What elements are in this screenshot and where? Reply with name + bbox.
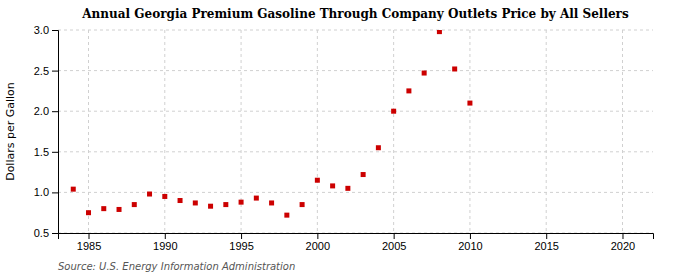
x-tick-label: 1995 [229, 240, 253, 252]
source-note: Source: U.S. Energy Information Administ… [58, 261, 295, 272]
y-axis-line [52, 31, 59, 234]
y-tick: 1.0 [34, 186, 58, 198]
x-tick: 1995 [229, 233, 253, 252]
title: Annual Georgia Premium Gasoline Through … [81, 7, 629, 21]
x-tick-label: 2020 [611, 240, 635, 252]
point [406, 88, 411, 93]
y-tick-mark [52, 152, 58, 153]
x-tick-mark [165, 233, 166, 239]
point [391, 109, 396, 114]
x-tick-mark [394, 233, 395, 239]
point [132, 202, 137, 207]
x-tick-label: 2015 [534, 240, 558, 252]
x-tick-mark [317, 233, 318, 239]
y-tick-label: 1.5 [34, 146, 49, 158]
x-tick-label: 2005 [382, 240, 406, 252]
point [300, 202, 305, 207]
y-tick-mark [52, 71, 58, 72]
y-axis-label: Dollars per Gallon [4, 82, 17, 181]
point [452, 66, 457, 71]
grid [58, 30, 653, 233]
point [239, 200, 244, 205]
plot: 1985 1990 1995 2000 2005 2010 2015 2020 0.5 1.0 1.… [34, 24, 654, 252]
point [437, 30, 442, 34]
grid-line-y [58, 30, 653, 31]
x-tick-mark [622, 233, 623, 239]
x-tick: 2010 [458, 233, 482, 252]
y-tick-label: 2.0 [34, 105, 49, 117]
point [223, 202, 228, 207]
y-tick-mark [52, 111, 58, 112]
y-tick-label: 0.5 [34, 227, 49, 239]
y-tick: 2.0 [34, 105, 58, 117]
x-tick-mark [546, 233, 547, 239]
point [284, 213, 289, 218]
point [376, 145, 381, 150]
x-tick-label: 1990 [153, 240, 177, 252]
chart: 1985 1990 1995 2000 2005 2010 2015 2020 0.5 1.0 1.… [0, 0, 675, 275]
y-tick: 0.5 [34, 227, 58, 239]
x-tick: 2020 [611, 233, 635, 252]
x-tick-mark [241, 233, 242, 239]
grid-line-x [164, 30, 165, 233]
point [315, 178, 320, 183]
y-tick: 1.5 [34, 146, 58, 158]
y-tick-label: 1.0 [34, 186, 49, 198]
grid-line-x [393, 30, 394, 233]
grid-line-x [622, 30, 623, 233]
point [467, 101, 472, 106]
y-tick: 2.5 [34, 65, 58, 77]
x-tick-label: 1985 [77, 240, 101, 252]
x-tick: 2005 [382, 233, 406, 252]
grid-line-x [88, 30, 89, 233]
point [269, 200, 274, 205]
point [178, 198, 183, 203]
point [117, 207, 122, 212]
point [147, 192, 152, 197]
point [101, 206, 106, 211]
x-tick: 2000 [306, 233, 330, 252]
y-tick: 3.0 [34, 24, 58, 36]
point [193, 200, 198, 205]
y-tick-label: 2.5 [34, 65, 49, 77]
y-tick-mark [52, 233, 58, 234]
x-tick: 2015 [534, 233, 558, 252]
point [71, 187, 76, 192]
x-axis-line [59, 234, 654, 240]
x-tick-mark [470, 233, 471, 239]
x-tick: 1990 [153, 233, 177, 252]
points [71, 30, 473, 218]
point [422, 71, 427, 76]
x-axis: 1985 1990 1995 2000 2005 2010 2015 2020 [59, 233, 654, 252]
grid-line-y [58, 70, 653, 71]
x-tick: 1985 [77, 233, 101, 252]
y-tick-mark [52, 30, 58, 31]
y-tick-label: 3.0 [34, 24, 49, 36]
y-tick-mark [52, 192, 58, 193]
x-tick-label: 2010 [458, 240, 482, 252]
grid-line-x [317, 30, 318, 233]
point [361, 172, 366, 177]
point [208, 204, 213, 209]
point [254, 196, 259, 201]
point [345, 186, 350, 191]
grid-line-x [546, 30, 547, 233]
x-tick-label: 2000 [306, 240, 330, 252]
grid-line-y [58, 111, 653, 112]
point [86, 210, 91, 215]
y-axis: 0.5 1.0 1.5 2.0 2.5 3.0 [34, 24, 59, 239]
point [330, 183, 335, 188]
x-tick-mark [89, 233, 90, 239]
point [162, 194, 167, 199]
grid-line-x [469, 30, 470, 233]
grid-line-y [58, 151, 653, 152]
